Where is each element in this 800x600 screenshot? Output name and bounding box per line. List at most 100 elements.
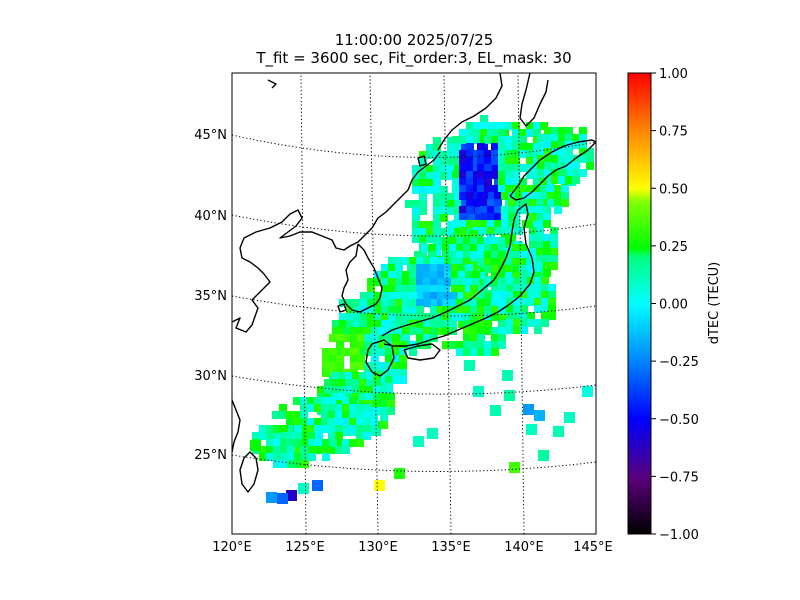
tec-cell	[466, 171, 474, 179]
tec-cell	[463, 258, 471, 266]
tec-cell	[504, 390, 515, 401]
tec-cell	[465, 271, 473, 279]
tec-cell	[466, 206, 474, 214]
tec-cell	[480, 192, 488, 200]
tec-cell	[426, 235, 434, 243]
tec-cell	[317, 386, 325, 394]
tec-cell	[498, 185, 506, 193]
colorbar-tick-label: 0.00	[659, 298, 688, 313]
tec-cell	[423, 278, 431, 286]
tec-cell	[491, 341, 499, 349]
tec-cell	[554, 185, 562, 193]
tec-cell	[388, 257, 396, 265]
tec-cell	[537, 148, 545, 156]
tec-cell	[444, 264, 452, 272]
tec-cell	[484, 341, 492, 349]
tec-cell	[423, 257, 431, 265]
tec-cell	[498, 122, 506, 130]
tec-cell	[498, 164, 506, 172]
tec-cell	[544, 134, 552, 142]
lat-label-30n: 30°N	[194, 369, 227, 384]
tec-cell	[416, 292, 424, 300]
tec-cell	[388, 292, 396, 300]
tec-cell	[373, 393, 381, 401]
tec-cell	[412, 214, 420, 222]
tec-cell	[430, 271, 438, 279]
tec-cell	[335, 425, 343, 433]
tec-cell	[506, 298, 514, 306]
tec-cell	[322, 362, 330, 370]
tec-cell	[440, 193, 448, 201]
tec-cell	[550, 255, 558, 263]
tec-cell	[322, 425, 330, 433]
tec-cell	[512, 171, 520, 179]
tec-cell	[419, 200, 427, 208]
tec-cell	[492, 291, 500, 299]
tec-cell	[433, 207, 441, 215]
tec-cell	[551, 127, 559, 135]
tec-cell	[321, 397, 329, 405]
colorbar-tick-label: −0.75	[659, 470, 699, 485]
tec-cell	[501, 220, 509, 228]
tec-cell	[494, 213, 502, 221]
tec-cell	[519, 143, 527, 151]
tec-cell	[512, 136, 520, 144]
tec-cell	[279, 404, 287, 412]
tec-cell	[456, 306, 464, 314]
tec-cell	[359, 372, 367, 380]
tec-cell	[465, 285, 473, 293]
tec-cell	[301, 453, 309, 461]
tec-cell	[363, 411, 371, 419]
tec-cell	[527, 298, 535, 306]
tec-cell	[388, 264, 396, 272]
tec-cell	[459, 206, 467, 214]
tec-cell	[456, 237, 464, 245]
tec-cell	[498, 327, 506, 335]
tec-cell	[440, 214, 448, 222]
tec-cell	[498, 157, 506, 165]
tec-cell	[466, 199, 474, 207]
tec-cell	[473, 199, 481, 207]
tec-cell	[378, 376, 386, 384]
tec-cell	[426, 144, 434, 152]
tec-cell	[543, 213, 551, 221]
tec-cell	[395, 292, 403, 300]
tec-cell	[502, 370, 513, 381]
tec-cell	[413, 436, 424, 447]
tec-cell	[451, 257, 459, 265]
tec-cell	[480, 129, 488, 137]
tec-cell	[322, 439, 330, 447]
tec-cell	[324, 379, 332, 387]
tec-cell	[540, 122, 548, 130]
tec-cell	[463, 313, 471, 321]
tec-cell	[314, 404, 322, 412]
colorbar-tick-label: −0.50	[659, 413, 699, 428]
tec-cell	[494, 206, 502, 214]
tec-cell	[473, 129, 481, 137]
tec-cell	[540, 178, 548, 186]
tec-cell	[484, 327, 492, 335]
tec-cell	[456, 313, 464, 321]
tec-cell	[423, 313, 431, 321]
tec-cell	[378, 327, 386, 335]
lat-label-40n: 40°N	[194, 209, 227, 224]
tec-cell	[466, 185, 474, 193]
tec-cell	[416, 306, 424, 314]
tec-cell	[388, 313, 396, 321]
tec-cell	[520, 284, 528, 292]
tec-cell	[440, 200, 448, 208]
tec-cell	[484, 299, 492, 307]
tec-cell	[381, 285, 389, 293]
tec-cell	[449, 327, 457, 335]
tec-cell	[536, 248, 544, 256]
tec-cell	[378, 348, 386, 356]
tec-cell	[409, 348, 417, 356]
lon-label-120e: 120°E	[212, 540, 252, 555]
tec-cell	[345, 386, 353, 394]
tec-cell	[353, 299, 361, 307]
tec-cell	[466, 220, 474, 228]
tec-cell	[536, 255, 544, 263]
tec-cell	[399, 376, 407, 384]
tec-cell	[526, 258, 534, 266]
